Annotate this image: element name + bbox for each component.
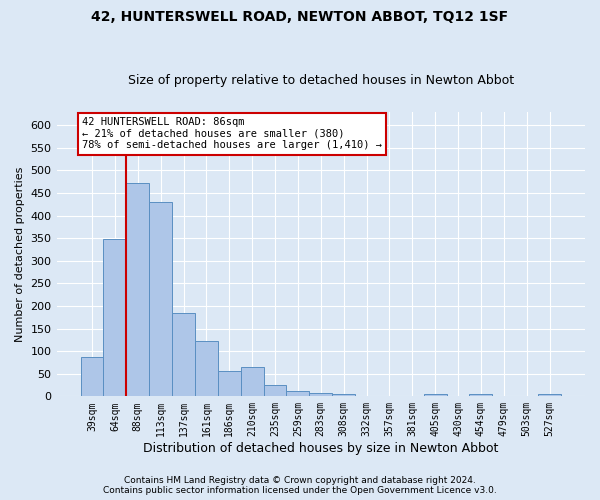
Text: 42 HUNTERSWELL ROAD: 86sqm
← 21% of detached houses are smaller (380)
78% of sem: 42 HUNTERSWELL ROAD: 86sqm ← 21% of deta… <box>82 117 382 150</box>
Text: Contains HM Land Registry data © Crown copyright and database right 2024.
Contai: Contains HM Land Registry data © Crown c… <box>103 476 497 495</box>
Bar <box>149 202 172 396</box>
X-axis label: Distribution of detached houses by size in Newton Abbot: Distribution of detached houses by size … <box>143 442 499 455</box>
Bar <box>469 394 493 396</box>
Bar <box>332 394 355 396</box>
Y-axis label: Number of detached properties: Number of detached properties <box>15 166 25 342</box>
Bar <box>538 394 561 396</box>
Bar <box>424 394 446 396</box>
Bar <box>310 392 332 396</box>
Bar <box>172 313 195 396</box>
Bar <box>195 341 218 396</box>
Bar <box>80 356 103 397</box>
Bar <box>286 391 310 396</box>
Bar <box>103 239 127 396</box>
Bar <box>218 372 241 396</box>
Bar <box>127 183 149 396</box>
Text: 42, HUNTERSWELL ROAD, NEWTON ABBOT, TQ12 1SF: 42, HUNTERSWELL ROAD, NEWTON ABBOT, TQ12… <box>91 10 509 24</box>
Bar <box>241 367 263 396</box>
Bar <box>263 385 286 396</box>
Title: Size of property relative to detached houses in Newton Abbot: Size of property relative to detached ho… <box>128 74 514 87</box>
